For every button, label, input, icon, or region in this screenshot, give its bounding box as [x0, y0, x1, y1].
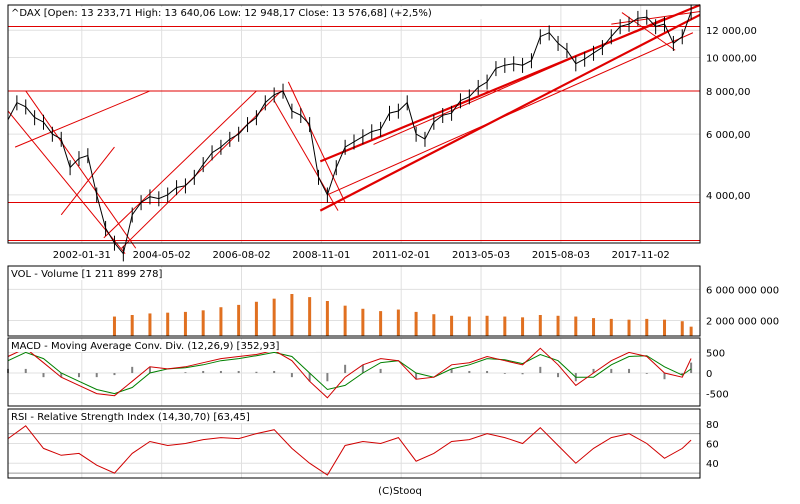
trend-line: [60, 146, 115, 216]
volume-bar: [130, 315, 134, 336]
volume-title: VOL - Volume [1 211 899 278]: [11, 269, 163, 280]
trend-line: [327, 32, 694, 196]
volume-bar: [663, 319, 667, 336]
trend-line: [621, 12, 676, 51]
macd-tick-label: 0: [706, 369, 712, 380]
macd-signal-line: [7, 351, 692, 395]
volume-bar: [680, 321, 684, 336]
macd-tick-label: 500: [706, 348, 725, 359]
volume-bar: [521, 317, 525, 336]
volume-bar: [290, 294, 294, 336]
x-tick-label: 2015-08-03: [532, 250, 590, 261]
volume-bar: [379, 311, 383, 336]
trend-line: [319, 3, 701, 163]
x-tick-label: 2013-05-03: [452, 250, 510, 261]
macd-line: [7, 347, 692, 399]
volume-bar: [450, 315, 454, 336]
price-tick-label: 12 000,00: [706, 26, 757, 37]
volume-bar: [325, 301, 329, 336]
volume-bar: [485, 315, 489, 336]
trend-line: [25, 90, 137, 249]
trend-line: [273, 100, 339, 211]
x-tick-label: 2002-01-31: [53, 250, 111, 261]
macd-title-bg: [9, 340, 316, 352]
volume-frame: [7, 265, 701, 337]
volume-bar: [503, 316, 507, 336]
rsi-panel: 80 60 40 RSI - Relative Strength Index (14,…: [7, 408, 719, 479]
x-tick-label: 2017-11-02: [612, 250, 670, 261]
volume-bar: [166, 312, 170, 336]
volume-bar: [219, 307, 223, 336]
volume-bar: [689, 326, 693, 336]
trend-line: [14, 90, 151, 148]
price-title-bg: [9, 7, 493, 19]
volume-bar: [556, 315, 560, 336]
volume-tick-label: 2 000 000 000: [706, 316, 779, 327]
trend-line: [319, 13, 701, 212]
volume-bar: [467, 316, 471, 336]
rsi-tick-label: 80: [706, 420, 719, 431]
volume-bar: [254, 301, 258, 336]
price-tick-label: 4 000,00: [706, 191, 751, 202]
price-series-line: [7, 11, 692, 255]
x-tick-label: 2006-08-02: [212, 250, 270, 261]
volume-bar: [148, 313, 152, 336]
volume-bar: [396, 309, 400, 336]
macd-title: MACD - Moving Average Conv. Div. (12,26,…: [11, 341, 279, 352]
trend-line: [121, 90, 282, 249]
volume-bar: [272, 298, 276, 336]
volume-bar: [237, 304, 241, 336]
rsi-tick-label: 60: [706, 440, 719, 451]
x-tick-label: 2004-05-02: [133, 250, 191, 261]
volume-bar: [414, 311, 418, 336]
price-panel: 12 000,00 10 000,00 8 000,00 6 000,00 4 000,…: [7, 3, 757, 262]
rsi-title: RSI - Relative Strength Index (14,30,70)…: [11, 412, 250, 423]
price-tick-label: 8 000,00: [706, 87, 751, 98]
rsi-tick-label: 40: [706, 459, 719, 470]
macd-frame: [7, 337, 701, 407]
x-tick-label: 2011-02-01: [372, 250, 430, 261]
footer-credit: (C)Stooq: [378, 486, 422, 497]
price-tick-label: 6 000,00: [706, 130, 751, 141]
volume-panel: 6 000 000 000 2 000 000 000 VOL - Volume […: [7, 265, 779, 337]
volume-bar: [343, 305, 347, 336]
rsi-title-bg: [9, 411, 299, 423]
price-tick-label: 10 000,00: [706, 54, 757, 65]
price-title: ^DAX [Open: 13 233,71 High: 13 640,06 Lo…: [11, 8, 432, 19]
volume-bar: [432, 314, 436, 336]
volume-bar: [627, 319, 631, 336]
volume-bar: [201, 310, 205, 336]
rsi-line: [7, 425, 692, 476]
volume-bar: [361, 308, 365, 336]
trend-line: [611, 10, 701, 25]
volume-tick-label: 6 000 000 000: [706, 285, 779, 296]
volume-bar: [609, 318, 613, 336]
x-tick-label: 2008-11-01: [292, 250, 350, 261]
volume-title-bg: [9, 268, 181, 280]
volume-bar: [574, 316, 578, 336]
price-frame: [7, 4, 701, 244]
volume-bar: [308, 297, 312, 336]
volume-bar: [112, 316, 116, 336]
rsi-frame: [7, 408, 701, 479]
volume-bar: [183, 311, 187, 336]
macd-tick-label: -500: [706, 390, 729, 401]
trend-line: [373, 17, 665, 145]
trend-line: [287, 81, 346, 203]
volume-bar: [538, 315, 542, 336]
macd-panel: 500 0 -500 MACD - Moving Average Conv. Div.…: [7, 337, 729, 407]
trend-line: [103, 90, 257, 239]
volume-bar: [645, 318, 649, 336]
volume-bar: [592, 318, 596, 336]
